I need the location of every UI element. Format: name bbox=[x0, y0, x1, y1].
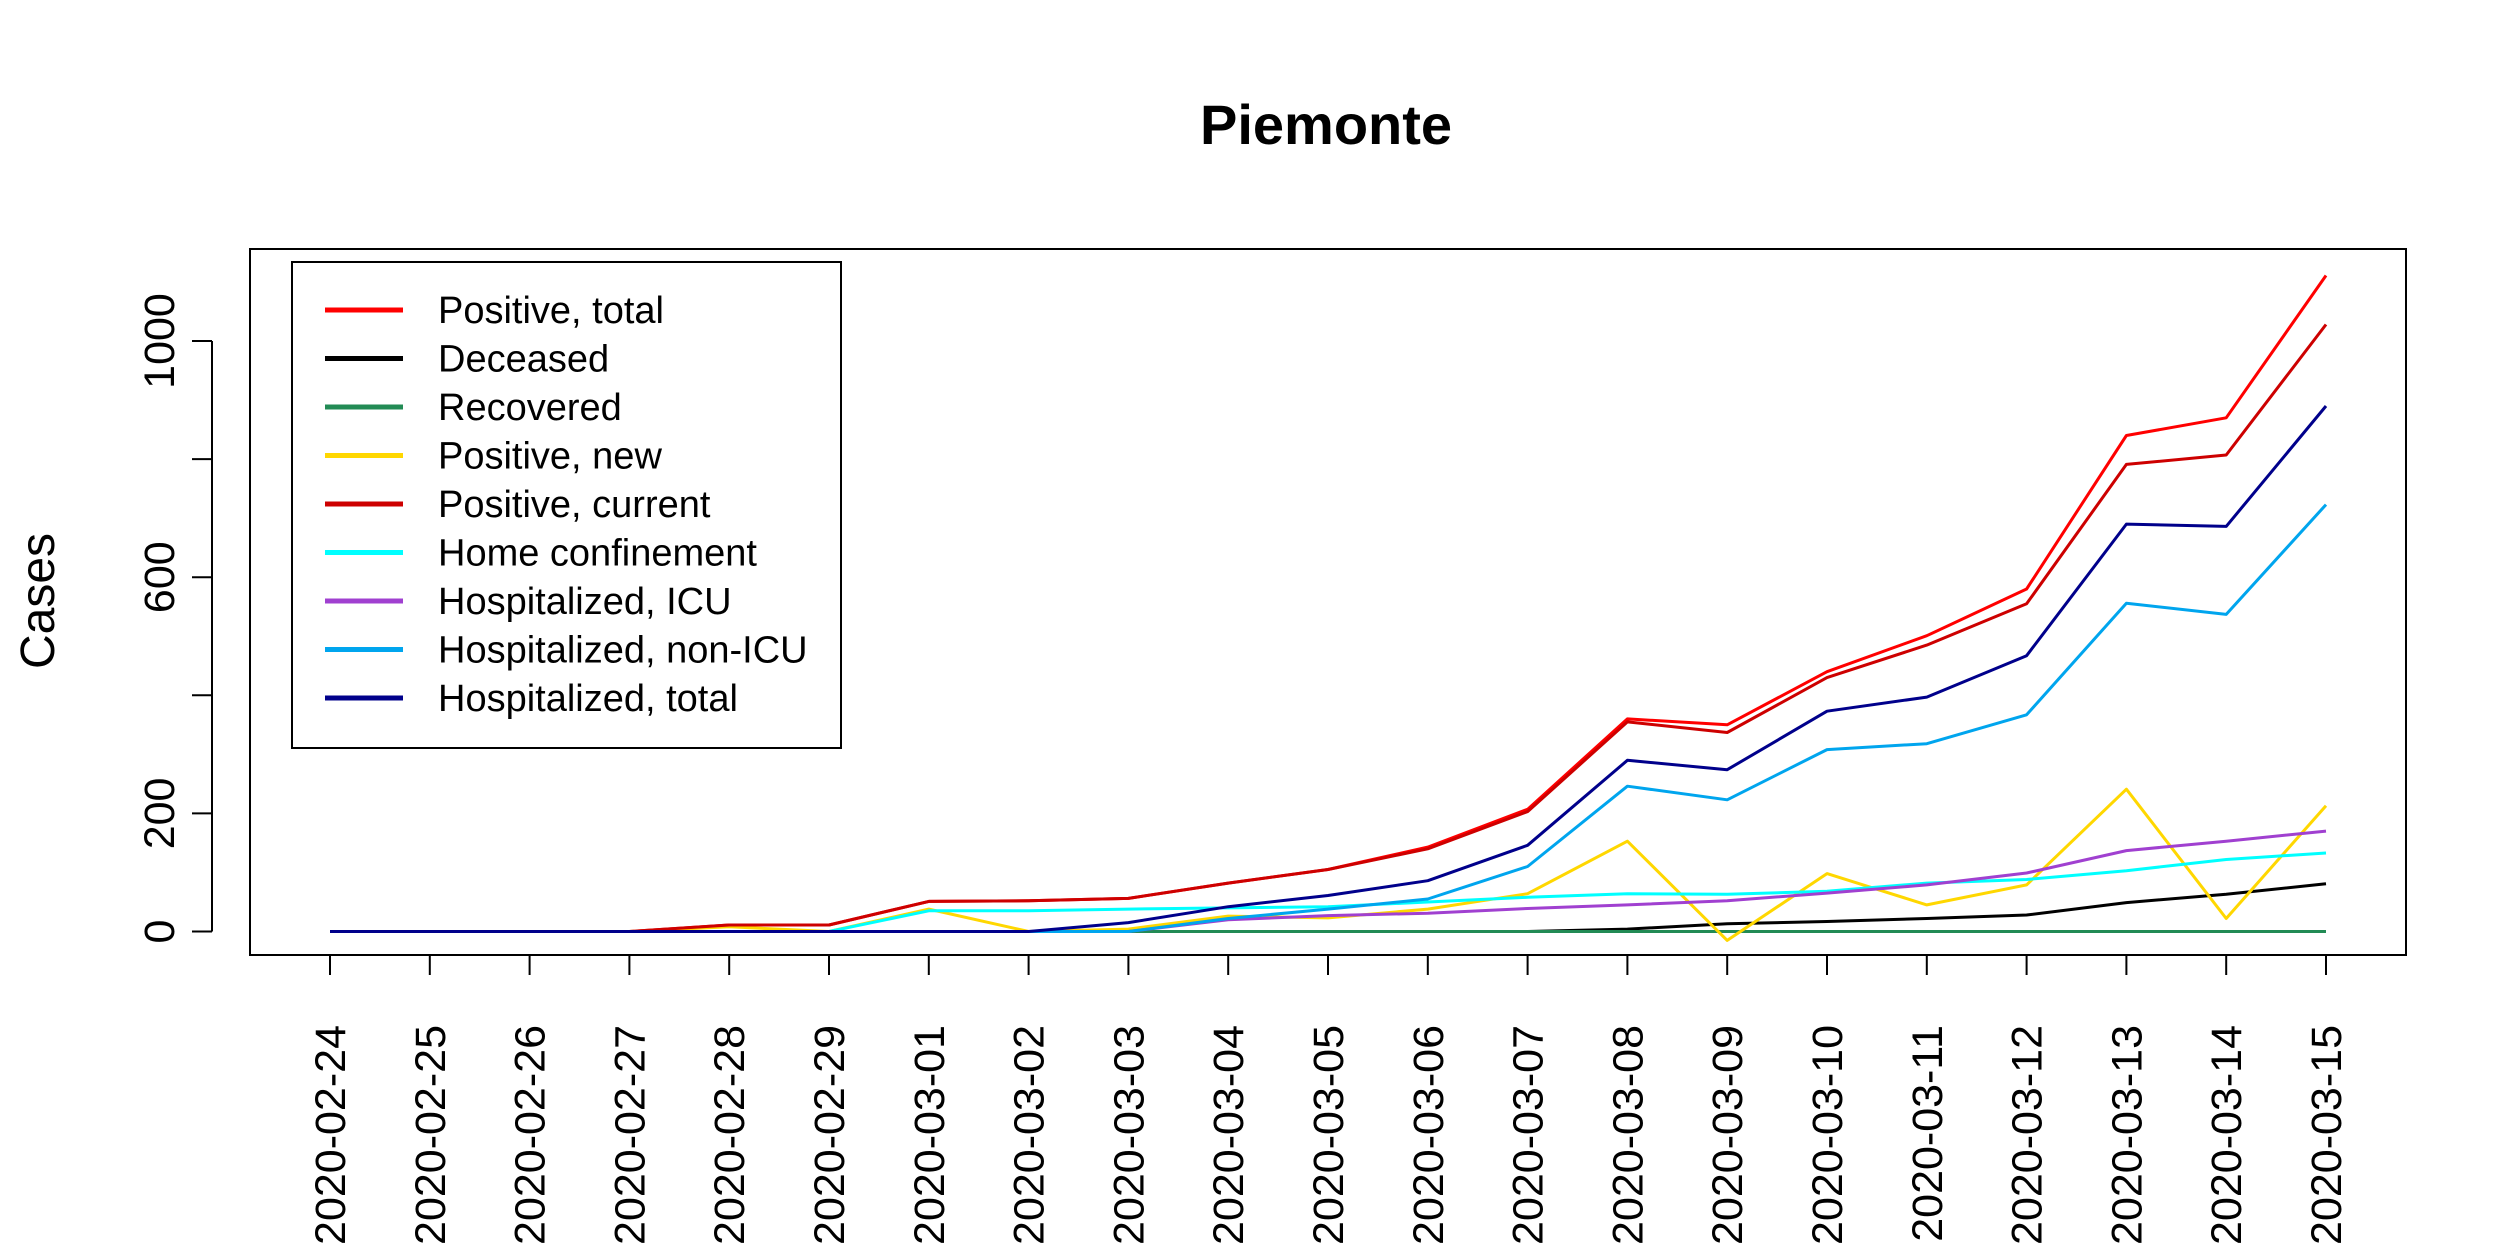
x-tick-label: 2020-02-27 bbox=[606, 1025, 654, 1245]
legend-label: Recovered bbox=[438, 387, 622, 429]
y-tick-label: 600 bbox=[136, 541, 184, 613]
x-tick-label: 2020-03-10 bbox=[1804, 1025, 1852, 1245]
x-tick-label: 2020-03-15 bbox=[2303, 1025, 2351, 1245]
series-line-8 bbox=[330, 405, 2328, 933]
legend-label: Hospitalized, non-ICU bbox=[438, 630, 808, 672]
x-tick-label: 2020-03-12 bbox=[2004, 1025, 2052, 1245]
x-tick-label: 2020-03-11 bbox=[1904, 1025, 1952, 1242]
x-tick-label: 2020-02-26 bbox=[507, 1025, 555, 1245]
legend-label: Positive, total bbox=[438, 290, 664, 332]
x-tick-label: 2020-03-09 bbox=[1704, 1025, 1752, 1245]
x-tick-label: 2020-03-06 bbox=[1405, 1025, 1453, 1245]
legend-label: Hospitalized, ICU bbox=[438, 581, 732, 623]
y-tick-label: 1000 bbox=[136, 293, 184, 389]
series-line-4 bbox=[330, 323, 2328, 933]
y-axis: 0 200 600 1000 bbox=[136, 293, 213, 944]
chart-title: Piemonte bbox=[1200, 93, 1452, 156]
legend-box bbox=[291, 261, 842, 749]
y-tick-label: 0 bbox=[136, 920, 184, 944]
x-tick-label: 2020-03-01 bbox=[906, 1025, 954, 1245]
legend-label: Positive, current bbox=[438, 484, 711, 526]
x-axis: 2020-02-24 2020-02-25 2020-02-26 2020-02-27… bbox=[307, 954, 2351, 1245]
series-layer bbox=[330, 274, 2328, 942]
x-tick-label: 2020-02-28 bbox=[706, 1025, 754, 1245]
x-tick-label: 2020-03-07 bbox=[1505, 1025, 1553, 1245]
y-tick-label: 200 bbox=[136, 778, 184, 850]
x-tick-label: 2020-03-04 bbox=[1205, 1025, 1253, 1245]
x-tick-label: 2020-02-29 bbox=[806, 1025, 854, 1245]
legend: Positive, total Deceased Recovered Positive… bbox=[291, 261, 842, 749]
x-tick-label: 2020-02-25 bbox=[407, 1025, 455, 1245]
x-tick-label: 2020-03-13 bbox=[2103, 1025, 2151, 1245]
x-tick-label: 2020-03-03 bbox=[1105, 1025, 1153, 1245]
x-tick-label: 2020-02-24 bbox=[307, 1025, 355, 1245]
legend-label: Deceased bbox=[438, 339, 609, 381]
legend-label: Positive, new bbox=[438, 436, 662, 478]
x-tick-label: 2020-03-14 bbox=[2203, 1025, 2251, 1245]
x-tick-label: 2020-03-08 bbox=[1604, 1025, 1652, 1245]
x-tick-label: 2020-03-02 bbox=[1006, 1025, 1054, 1245]
y-axis-label: Cases bbox=[12, 533, 65, 669]
x-tick-label: 2020-03-05 bbox=[1305, 1025, 1353, 1245]
legend-label: Hospitalized, total bbox=[438, 678, 738, 720]
legend-label: Home confinement bbox=[438, 533, 757, 575]
